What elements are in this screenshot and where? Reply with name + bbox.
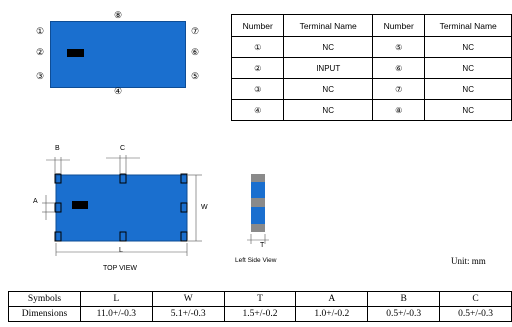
symbols-label: Symbols: [8, 291, 81, 307]
symbol-cell: B: [367, 291, 441, 307]
dimension-cell: 1.5+/-0.2: [223, 306, 297, 322]
terminal-name: NC: [424, 78, 512, 100]
pin-number: ⑧: [371, 99, 426, 121]
top-view-svg: [42, 155, 202, 256]
header-number: Number: [371, 14, 426, 37]
unit-label: Unit: mm: [451, 256, 486, 266]
table-row: ④ NC ⑧ NC: [230, 99, 512, 121]
pin-number: ①: [230, 36, 285, 58]
dim-label-l: L: [119, 247, 123, 254]
terminal-name: NC: [283, 36, 373, 58]
dimensions-label: Dimensions: [8, 306, 81, 322]
table-row: Symbols L W T A B C: [8, 291, 512, 307]
dimension-cell: 5.1+/-0.3: [151, 306, 225, 322]
dimension-table: Symbols L W T A B C Dimensions 11.0+/-0.…: [8, 291, 512, 322]
dimension-cell: 0.5+/-0.3: [439, 306, 512, 322]
terminal-name: INPUT: [283, 57, 373, 79]
terminal-name: NC: [283, 99, 373, 121]
dimension-cell: 1.0+/-0.2: [295, 306, 369, 322]
pin-number: ⑤: [371, 36, 426, 58]
pin1-marker: [67, 49, 84, 57]
table-row: ① NC ⑤ NC: [230, 36, 512, 58]
dim-label-t: T: [260, 242, 265, 249]
top-view-caption: TOP VIEW: [103, 265, 137, 272]
dim-label-c: C: [120, 145, 126, 152]
symbol-cell: W: [151, 291, 225, 307]
dim-label-a: A: [33, 198, 38, 205]
pin-number: ②: [230, 57, 285, 79]
dim-label-w: W: [201, 204, 208, 211]
pin-label-top: ⑧: [113, 10, 123, 20]
dimension-cell: 11.0+/-0.3: [79, 306, 153, 322]
table-row: ② INPUT ⑥ NC: [230, 57, 512, 79]
pin-label-bot-left: ③: [35, 71, 45, 81]
pin-label-bottom: ④: [113, 86, 123, 96]
side-view-svg: [247, 174, 269, 244]
header-terminal-name: Terminal Name: [424, 14, 512, 37]
symbol-cell: A: [295, 291, 369, 307]
symbol-cell: L: [79, 291, 153, 307]
pin-number: ⑥: [371, 57, 426, 79]
pin-number: ④: [230, 99, 285, 121]
terminal-table: Number Terminal Name Number Terminal Nam…: [230, 14, 512, 121]
pin-number: ③: [230, 78, 285, 100]
terminal-name: NC: [283, 78, 373, 100]
pin-label-mid-right: ⑥: [190, 47, 200, 57]
pin-label-top-left: ①: [35, 26, 45, 36]
side-view-caption: Left Side View: [235, 257, 277, 264]
pin-number: ⑦: [371, 78, 426, 100]
dimension-cell: 0.5+/-0.3: [367, 306, 441, 322]
symbol-cell: C: [439, 291, 512, 307]
pin-label-mid-left: ②: [35, 47, 45, 57]
terminal-name: NC: [424, 99, 512, 121]
table-row: ③ NC ⑦ NC: [230, 78, 512, 100]
pin-label-bot-right: ⑤: [190, 71, 200, 81]
table-row: Dimensions 11.0+/-0.3 5.1+/-0.3 1.5+/-0.…: [8, 306, 512, 322]
dim-label-b: B: [55, 145, 60, 152]
terminal-table-header: Number Terminal Name Number Terminal Nam…: [230, 14, 512, 37]
terminal-name: NC: [424, 57, 512, 79]
header-terminal-name: Terminal Name: [283, 14, 373, 37]
symbol-cell: T: [223, 291, 297, 307]
pin-label-top-right: ⑦: [190, 26, 200, 36]
terminal-name: NC: [424, 36, 512, 58]
header-number: Number: [230, 14, 285, 37]
